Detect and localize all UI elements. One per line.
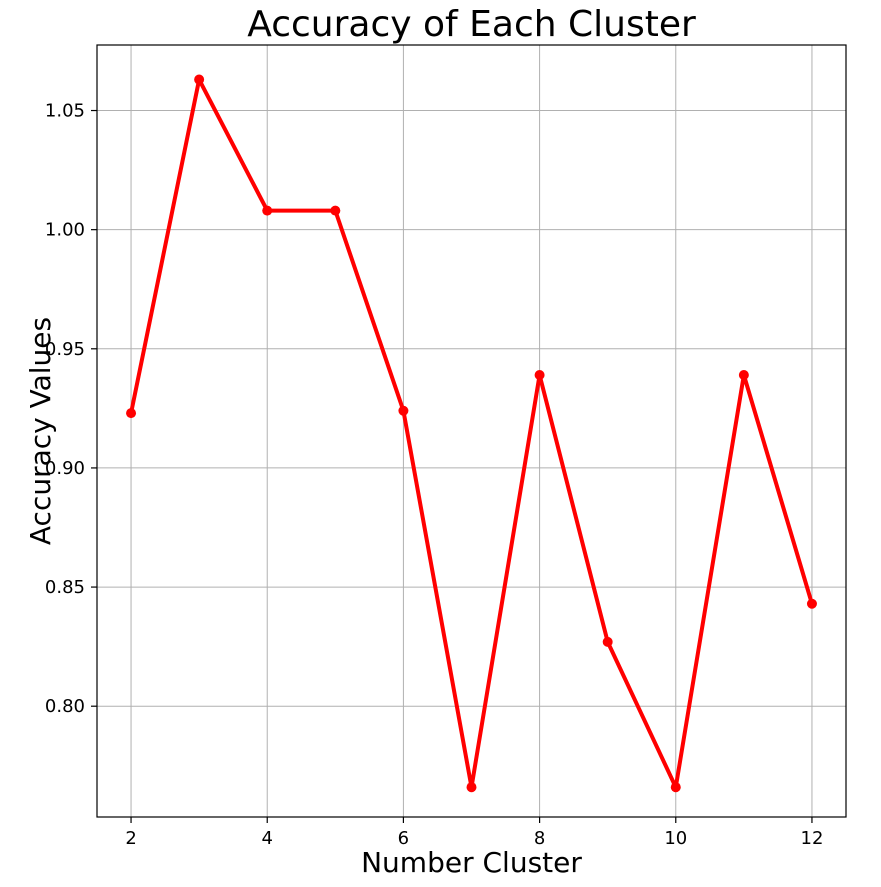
x-tick-label: 6 — [398, 828, 409, 849]
data-point — [670, 782, 681, 793]
series-layer — [126, 74, 817, 793]
data-point — [398, 405, 409, 416]
x-tick-label: 8 — [534, 828, 545, 849]
x-tick-label: 10 — [664, 828, 687, 849]
data-point — [330, 205, 341, 216]
data-point — [466, 782, 477, 793]
y-axis-label: Accuracy Values — [24, 317, 57, 545]
x-tick-label: 4 — [262, 828, 273, 849]
data-point — [194, 74, 205, 85]
grid — [97, 45, 846, 817]
y-tick-label: 0.80 — [45, 696, 85, 717]
axis-ticks: 2 4 6 8 10 12 0.80 0.85 0.90 0.95 1.00 1.05 — [45, 101, 823, 849]
series-line — [129, 77, 814, 790]
y-tick-label: 0.85 — [45, 577, 85, 598]
y-tick-label: 0.95 — [45, 339, 85, 360]
x-tick-label: 12 — [801, 828, 824, 849]
y-tick-label: 0.90 — [45, 458, 85, 479]
x-axis-label: Number Cluster — [361, 846, 582, 879]
data-point — [738, 370, 749, 381]
chart-title: Accuracy of Each Cluster — [247, 4, 696, 45]
y-tick-label: 1.00 — [45, 220, 85, 241]
data-point — [534, 370, 545, 381]
plot-frame — [96, 44, 847, 818]
data-point — [602, 636, 613, 647]
data-point — [262, 205, 273, 216]
data-point — [126, 408, 137, 419]
x-tick-label: 2 — [125, 828, 136, 849]
data-point — [806, 598, 817, 609]
y-tick-label: 1.05 — [45, 101, 85, 122]
